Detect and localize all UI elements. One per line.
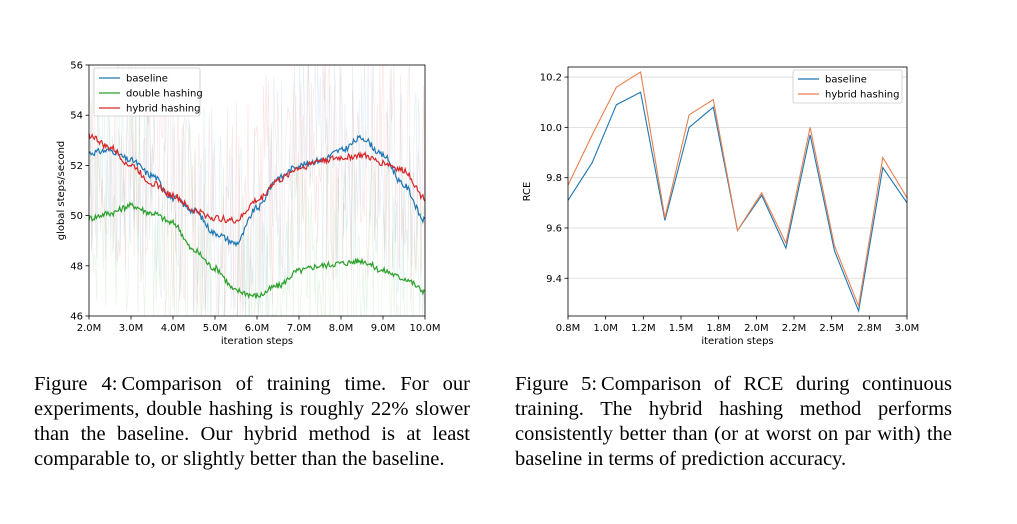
x-tick-label: 2.0M (744, 323, 769, 334)
y-tick-label: 56 (70, 61, 83, 72)
x-tick-label: 2.2M (782, 323, 807, 334)
x-tick-label: 0.8M (556, 323, 581, 334)
x-tick-label: 2.0M (77, 323, 102, 334)
y-tick-label: 54 (70, 111, 83, 122)
x-axis-label: iteration steps (221, 336, 293, 347)
noise-trace-1 (88, 91, 426, 318)
series-line-baseline (88, 134, 426, 248)
y-tick-label: 9.6 (546, 223, 562, 234)
series-line-double-hashing (88, 201, 426, 299)
y-axis-label: RCE (522, 182, 533, 202)
x-tick-label: 1.5M (669, 323, 694, 334)
x-tick-label: 3.0M (119, 323, 144, 334)
legend: baseline hybrid hashing (792, 69, 903, 104)
noise-trace-2 (88, 64, 426, 317)
x-tick-label: 1.0M (593, 323, 618, 334)
x-tick-label: 4.0M (161, 323, 186, 334)
y-tick-label: 9.8 (546, 173, 562, 184)
x-tick-label: 10.0M (410, 323, 441, 334)
y-tick-label: 10.0 (540, 123, 562, 134)
y-tick-label: 52 (70, 161, 83, 172)
legend-label: baseline (126, 74, 168, 85)
y-tick-label: 10.2 (540, 73, 562, 84)
x-tick-label: 1.8M (706, 323, 731, 334)
figure-4-caption-text: Comparison of training time. For our exp… (34, 373, 471, 470)
chart-training-time: 2.0M 3.0M 4.0M 5.0M 6.0M 7.0M 8.0M 9.0M 10.0M 46 4… (56, 61, 441, 348)
chart-rce: 0.8M 1.0M 1.2M 1.5M 1.8M 2.0M 2.2M 2.5M 2.8M 3.0M… (522, 66, 920, 347)
y-axis-label: global steps/second (56, 141, 67, 241)
x-tick-label: 6.0M (245, 323, 270, 334)
figure-5: 0.8M 1.0M 1.2M 1.5M 1.8M 2.0M 2.2M 2.5M 2.8M 3.0M… (500, 0, 1017, 524)
legend-label: hybrid hashing (126, 104, 201, 115)
figure-5-caption: Figure 5: Comparison of RCE during contin… (515, 372, 952, 472)
figure-4-caption-label: Figure 4: (34, 373, 118, 395)
legend-label: double hashing (126, 89, 203, 100)
figure-5-caption-label: Figure 5: (515, 373, 598, 395)
x-tick-label: 2.8M (857, 323, 882, 334)
x-tick-label: 8.0M (329, 323, 354, 334)
x-tick-label: 9.0M (371, 323, 396, 334)
x-tick-label: 5.0M (203, 323, 228, 334)
figure-4: 2.0M 3.0M 4.0M 5.0M 6.0M 7.0M 8.0M 9.0M 10.0M 46 4… (0, 0, 490, 524)
x-tick-label: 2.5M (819, 323, 844, 334)
legend-box (792, 69, 903, 104)
plot-frame (567, 66, 908, 317)
legend-label: baseline (825, 75, 867, 86)
legend-box (93, 67, 201, 117)
x-tick-label: 7.0M (287, 323, 312, 334)
y-tick-label: 48 (70, 261, 83, 272)
y-tick-label: 46 (70, 312, 83, 323)
x-tick-label: 3.0M (895, 323, 920, 334)
y-tick-label: 9.4 (546, 274, 562, 285)
figure-5-caption-text: Comparison of RCE during continuous trai… (515, 373, 953, 470)
x-tick-label: 1.2M (631, 323, 656, 334)
legend-label: hybrid hashing (825, 90, 900, 101)
x-axis-label: iteration steps (701, 336, 773, 347)
series-line-hybrid-hashing (567, 71, 908, 308)
figure-4-caption: Figure 4: Comparison of training time. Fo… (34, 372, 470, 472)
legend: baseline double hashing hybrid hashing (93, 67, 203, 117)
series-line-hybrid-hashing (88, 133, 426, 224)
y-tick-label: 50 (70, 211, 83, 222)
